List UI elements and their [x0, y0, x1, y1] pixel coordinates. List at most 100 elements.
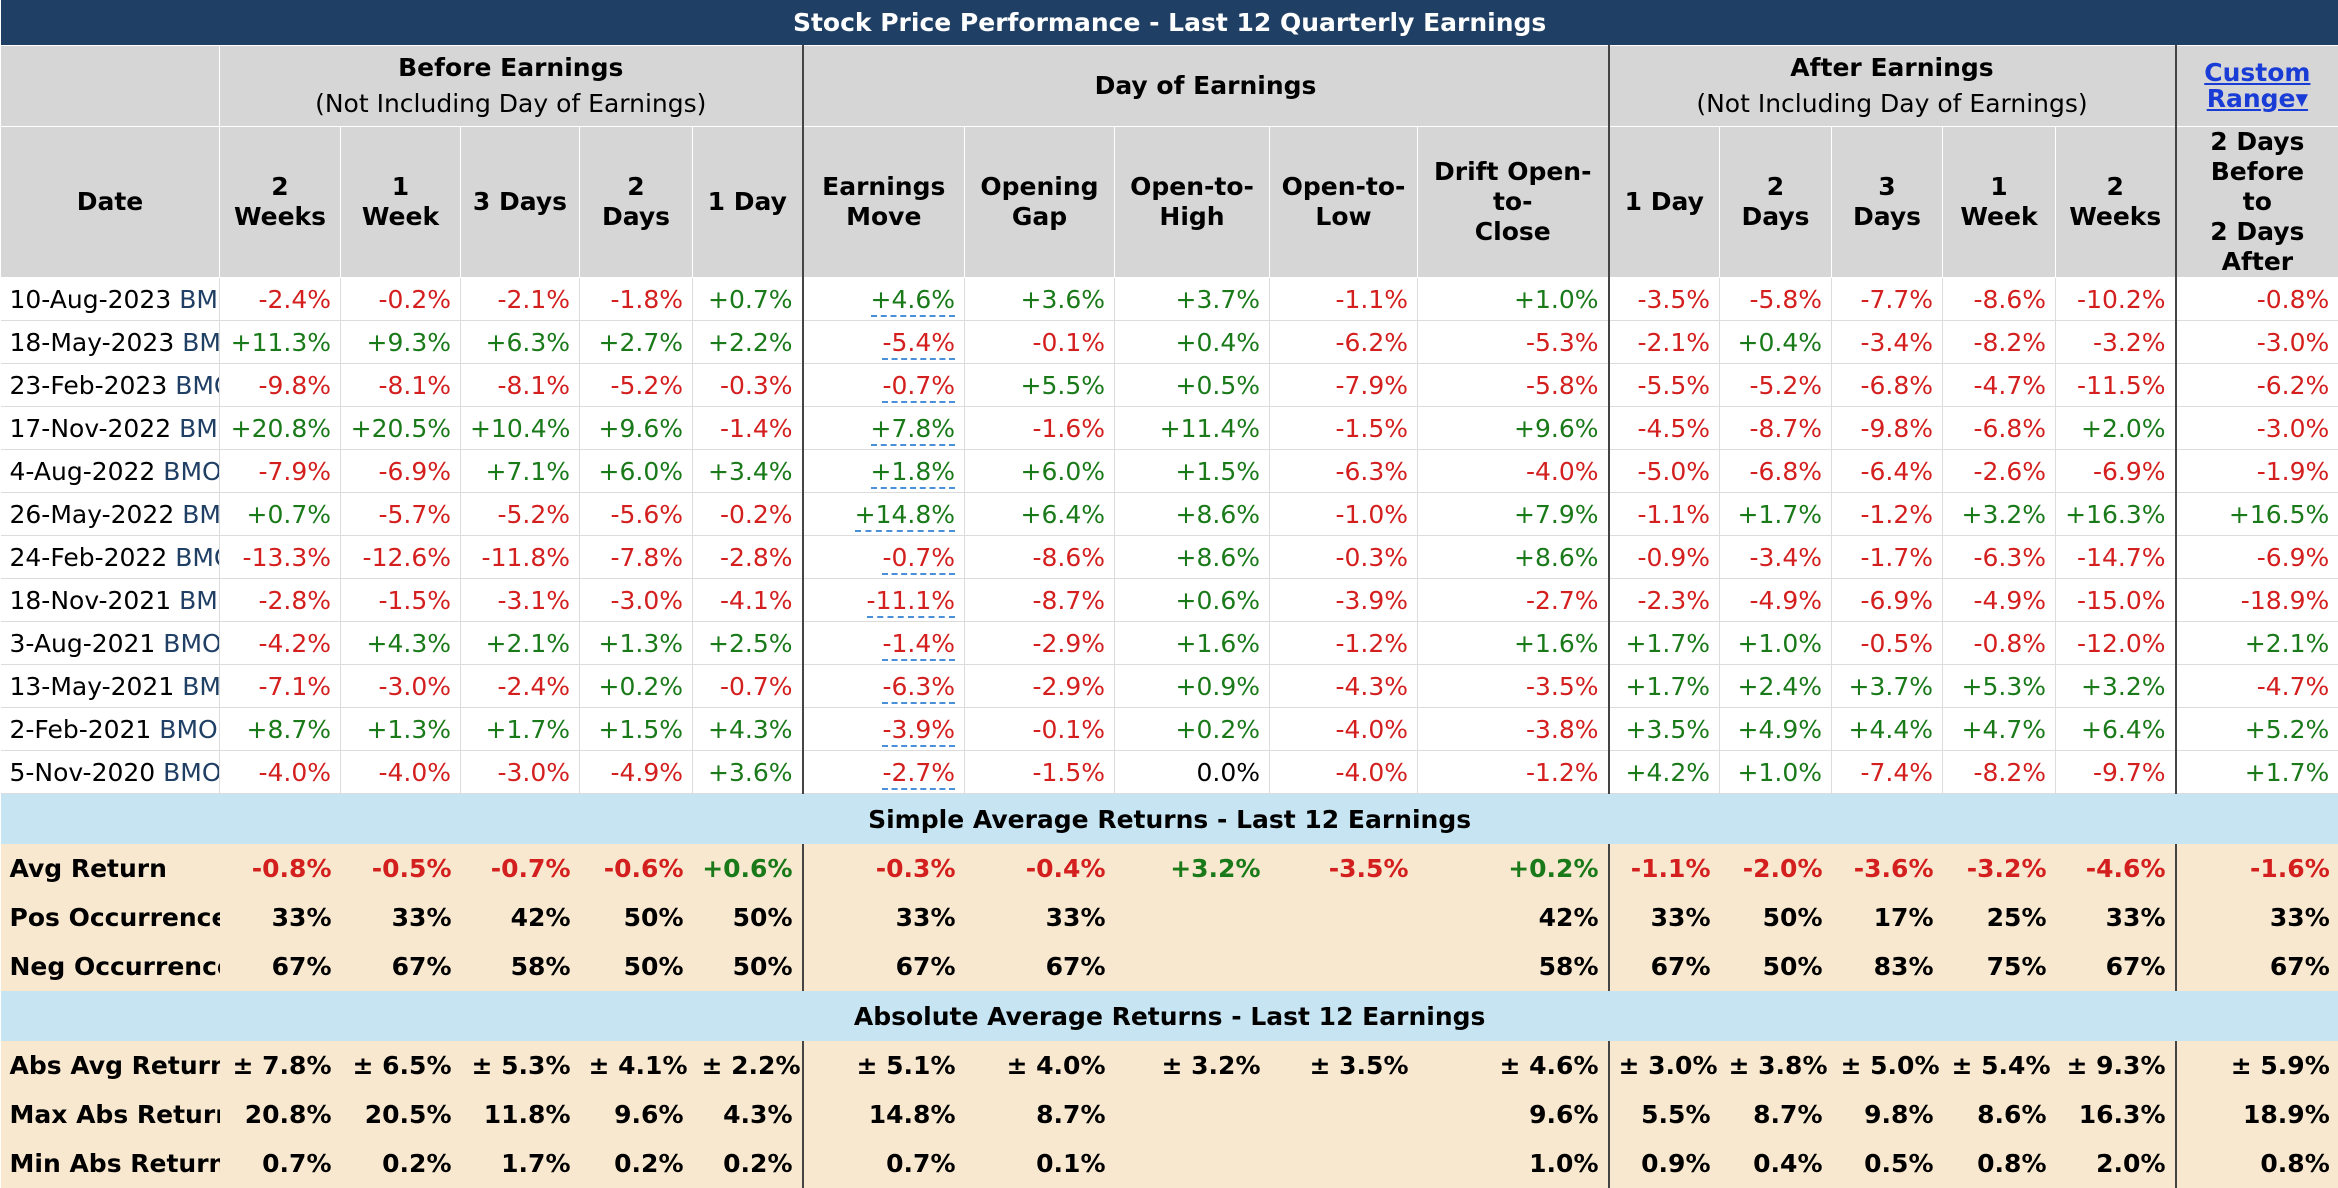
table-cell: -8.1% [461, 364, 580, 407]
table-cell: -11.5% [2056, 364, 2176, 407]
after-earnings-subtitle: (Not Including Day of Earnings) [1619, 86, 2166, 122]
summary-cell: 67% [220, 942, 341, 991]
table-cell: -1.6% [965, 407, 1115, 450]
custom-range-link-line2[interactable]: Range▾ [2207, 84, 2308, 113]
earnings-move-link[interactable]: -3.9% [882, 715, 955, 747]
table-cell: -8.2% [1943, 751, 2056, 794]
table-cell: -12.6% [341, 536, 461, 579]
earnings-move-cell[interactable]: -11.1% [803, 579, 965, 622]
summary-cell: 67% [341, 942, 461, 991]
date-group-header [1, 46, 220, 127]
table-row: 10-Aug-2023 BMO-2.4%-0.2%-2.1%-1.8%+0.7%… [1, 278, 2338, 321]
after-earnings-header: After Earnings (Not Including Day of Ear… [1609, 46, 2176, 127]
table-cell: -1.8% [580, 278, 693, 321]
table-cell: -8.6% [965, 536, 1115, 579]
table-cell: -2.7% [1418, 579, 1609, 622]
earnings-move-link[interactable]: -11.1% [867, 586, 955, 618]
table-cell: -5.7% [341, 493, 461, 536]
earnings-move-cell[interactable]: +14.8% [803, 493, 965, 536]
earnings-move-cell[interactable]: +1.8% [803, 450, 965, 493]
earnings-move-link[interactable]: -1.4% [882, 629, 955, 661]
summary-cell: 0.4% [1720, 1139, 1832, 1188]
summary-cell [1115, 1139, 1270, 1188]
table-cell: -1.5% [1270, 407, 1418, 450]
table-cell: -4.9% [580, 751, 693, 794]
custom-range-link-line1[interactable]: Custom [2204, 58, 2310, 87]
earnings-move-link[interactable]: +14.8% [855, 500, 955, 532]
summary-cell: 0.7% [803, 1139, 965, 1188]
earnings-move-link[interactable]: -0.7% [882, 371, 955, 403]
earnings-move-cell[interactable]: -3.9% [803, 708, 965, 751]
earnings-move-cell[interactable]: -6.3% [803, 665, 965, 708]
col-header-opening-gap-l2: Gap [1012, 202, 1067, 231]
table-cell: +4.2% [1609, 751, 1720, 794]
table-row: 13-May-2021 BMO-7.1%-3.0%-2.4%+0.2%-0.7%… [1, 665, 2338, 708]
summary-cell: ± 4.1% [580, 1041, 693, 1090]
table-cell: -2.1% [461, 278, 580, 321]
earnings-move-link[interactable]: +7.8% [871, 414, 955, 446]
table-cell: +3.2% [1943, 493, 2056, 536]
row-date: 18-May-2023 [10, 328, 175, 357]
table-cell: -13.3% [220, 536, 341, 579]
table-title: Stock Price Performance - Last 12 Quarte… [1, 0, 2338, 46]
table-cell: -7.8% [580, 536, 693, 579]
summary-cell: 42% [1418, 893, 1609, 942]
earnings-move-cell[interactable]: -0.7% [803, 536, 965, 579]
table-cell: -4.5% [1609, 407, 1720, 450]
summary-cell: 0.8% [2176, 1139, 2338, 1188]
table-cell: -8.1% [341, 364, 461, 407]
table-cell: +2.5% [693, 622, 803, 665]
table-cell: +16.5% [2176, 493, 2338, 536]
earnings-move-link[interactable]: -6.3% [882, 672, 955, 704]
earnings-move-link[interactable]: -5.4% [882, 328, 955, 360]
row-ticker: BMO [175, 543, 219, 572]
table-row: 3-Aug-2021 BMO-4.2%+4.3%+2.1%+1.3%+2.5%-… [1, 622, 2338, 665]
summary-cell: -2.0% [1720, 844, 1832, 893]
table-cell: -5.2% [1720, 364, 1832, 407]
summary-cell: 18.9% [2176, 1090, 2338, 1139]
row-date: 17-Nov-2022 [10, 414, 172, 443]
table-cell: +1.7% [2176, 751, 2338, 794]
table-cell: -7.7% [1832, 278, 1943, 321]
table-cell: -3.0% [341, 665, 461, 708]
table-cell: -4.7% [2176, 665, 2338, 708]
summary-cell: -3.2% [1943, 844, 2056, 893]
table-cell: +8.6% [1115, 536, 1270, 579]
summary-cell: 0.2% [693, 1139, 803, 1188]
row-date: 10-Aug-2023 [10, 285, 172, 314]
table-cell: +2.1% [461, 622, 580, 665]
summary-cell [1270, 1139, 1418, 1188]
table-cell: +6.0% [965, 450, 1115, 493]
earnings-move-link[interactable]: -0.7% [882, 543, 955, 575]
table-cell: -1.2% [1270, 622, 1418, 665]
table-cell: -4.1% [693, 579, 803, 622]
row-date: 5-Nov-2020 [10, 758, 156, 787]
table-cell: +3.4% [693, 450, 803, 493]
earnings-move-cell[interactable]: +4.6% [803, 278, 965, 321]
table-cell: -6.2% [2176, 364, 2338, 407]
summary-cell: 1.7% [461, 1139, 580, 1188]
table-cell: +6.4% [965, 493, 1115, 536]
col-header-after-2-weeks-l1: 2 [2107, 172, 2124, 201]
earnings-move-cell[interactable]: -1.4% [803, 622, 965, 665]
earnings-move-cell[interactable]: -0.7% [803, 364, 965, 407]
earnings-move-link[interactable]: +1.8% [871, 457, 955, 489]
table-cell: -6.3% [1943, 536, 2056, 579]
summary-cell: -0.8% [220, 844, 341, 893]
earnings-move-cell[interactable]: +7.8% [803, 407, 965, 450]
summary-cell: ± 3.5% [1270, 1041, 1418, 1090]
earnings-move-cell[interactable]: -2.7% [803, 751, 965, 794]
summary-cell: 33% [2176, 893, 2338, 942]
table-cell: +1.7% [1720, 493, 1832, 536]
table-cell: -6.3% [1270, 450, 1418, 493]
before-earnings-subtitle: (Not Including Day of Earnings) [229, 86, 793, 122]
earnings-move-link[interactable]: +4.6% [871, 285, 955, 317]
summary-cell [1270, 893, 1418, 942]
earnings-move-link[interactable]: -2.7% [882, 758, 955, 790]
custom-range-link[interactable]: Custom Range▾ [2186, 60, 2330, 112]
summary-cell: -0.3% [803, 844, 965, 893]
row-date-cell: 2-Feb-2021 BMO [1, 708, 220, 751]
table-cell: -4.9% [1720, 579, 1832, 622]
earnings-move-cell[interactable]: -5.4% [803, 321, 965, 364]
